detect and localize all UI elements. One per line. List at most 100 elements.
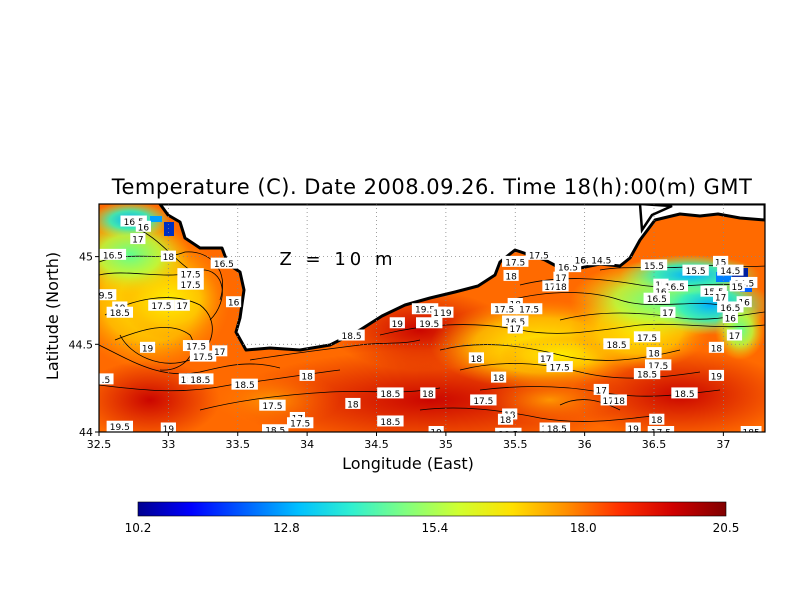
contour-label-box: [502, 315, 529, 327]
contour-label-text: 18: [422, 390, 434, 400]
contour-label: 17.5: [644, 359, 672, 372]
contour-label: 17: [538, 352, 554, 365]
contour-label-box: [593, 383, 609, 395]
contour-label: 19: [428, 426, 444, 432]
contour-label: 17.5: [470, 394, 497, 407]
contour-label-text: 17.5: [473, 397, 493, 407]
contour-label-box: [225, 296, 242, 308]
contour-label-text: 18: [301, 372, 313, 382]
contour-label-box: [428, 426, 444, 432]
contour-label-box: [377, 387, 404, 399]
contour-label: 18.5: [671, 387, 698, 400]
contour-label: 18: [497, 413, 514, 426]
contour-label: 15: [729, 280, 745, 293]
contour-label-text: 18.5: [380, 418, 400, 428]
contour-label: 15: [713, 255, 729, 268]
colorbar-tick-label: 15.4: [421, 521, 448, 535]
contour-label-box: [106, 420, 134, 432]
contour-label-box: [160, 422, 176, 432]
contour-label-text: 17: [177, 302, 188, 312]
contour-label: 18.5: [231, 378, 258, 391]
contour-label-box: [210, 257, 238, 269]
contour-label: 16: [722, 312, 738, 325]
contour-label-box: [740, 426, 762, 432]
contour-label: 17: [212, 345, 228, 358]
contour-label-text: 16: [738, 299, 750, 309]
contour-label: 18: [468, 352, 484, 365]
contour-label: 9.5: [99, 289, 117, 302]
contour-label-text: 17: [555, 274, 566, 284]
contour-label: 18.5: [377, 415, 404, 428]
contour-label-box: [633, 368, 661, 380]
contour-label-box: [546, 361, 573, 373]
y-axis-label: Latitude (North): [43, 252, 62, 380]
contour-label-box: [99, 373, 114, 385]
contour-label-text: 18.5: [498, 430, 518, 440]
contour-label: 18: [553, 280, 569, 293]
x-tick-label: 33.5: [226, 438, 251, 451]
contour-label-text: 16.5: [720, 304, 740, 314]
contour-label: 18: [611, 394, 627, 407]
contour-label-box: [259, 399, 286, 411]
contour-label: 17: [553, 271, 569, 284]
contour-label-box: [497, 413, 514, 425]
contour-label-box: [299, 369, 315, 381]
contour-label-box: [178, 373, 195, 385]
contour-label: 17: [726, 329, 743, 342]
contour-label: 18.5: [603, 338, 630, 351]
contour-label-text: 14.5: [720, 267, 740, 277]
contour-label-box: [345, 397, 361, 409]
x-tick-label: 34.5: [364, 438, 389, 451]
contour-label-text: 17.5: [637, 334, 657, 344]
contour-label-text: 17: [540, 355, 551, 365]
contour-label: 17.5: [525, 248, 553, 261]
contour-label-text: 17: [214, 348, 225, 358]
contour-label-box: [736, 296, 752, 308]
contour-label-text: 18: [500, 416, 512, 426]
contour-label: 18: [646, 347, 662, 360]
contour-label-text: 18: [614, 397, 626, 407]
contour-label: 17: [593, 383, 609, 396]
contour-label-text: .5: [102, 376, 111, 386]
colorbar-tick-label: 12.8: [273, 521, 300, 535]
contour-label: 18.5: [338, 329, 365, 342]
contour-label-box: [625, 422, 641, 432]
contour-label-text: 18: [651, 416, 663, 426]
contour-label-text: 18: [555, 283, 567, 293]
contour-label: 18: [491, 371, 507, 384]
contour-label-text: 17.5: [651, 429, 671, 439]
contour-label: 19: [438, 306, 454, 319]
contour-label-box: [682, 264, 709, 276]
contour-label: 17.5: [633, 331, 661, 344]
x-tick-label: 34: [300, 438, 314, 451]
contour-label: 17: [713, 290, 729, 303]
contour-label-text: 18.5: [342, 332, 362, 342]
x-tick-label: 37: [716, 438, 730, 451]
contour-label-text: 17: [715, 293, 726, 303]
contour-label-box: [262, 424, 289, 432]
contour-label-text: 14.5: [591, 257, 611, 267]
contour-label: 16.5: [571, 254, 598, 267]
contour-label-text: 18.5: [607, 341, 627, 351]
contour-label-text: 16.5: [214, 260, 234, 270]
contour-label-text: 17.5: [181, 281, 201, 291]
contour-label: .5: [99, 373, 114, 386]
contour-label-text: 18: [181, 376, 193, 386]
plot-area: Z = 10 m 16.5161716.51816.517.517.59.519…: [99, 204, 765, 440]
contour-label: 19: [389, 317, 405, 330]
x-tick-label: 35: [439, 438, 453, 451]
contour-label: 18.5: [187, 373, 214, 386]
contour-label-text: 19: [142, 344, 154, 354]
contour-label-box: [646, 347, 662, 359]
colorbar-tick-label: 18.0: [570, 521, 597, 535]
contour-label: 16: [135, 220, 151, 233]
contour-label-text: 15: [732, 283, 743, 293]
contour-label: 16: [225, 296, 242, 309]
contour-label-box: [640, 259, 668, 271]
contour-label-box: [717, 301, 744, 313]
contour-label-text: 19: [392, 320, 404, 330]
contour-label: 18: [160, 250, 176, 263]
contour-label-text: 18: [648, 350, 660, 360]
contour-label: 16.5: [661, 280, 689, 293]
